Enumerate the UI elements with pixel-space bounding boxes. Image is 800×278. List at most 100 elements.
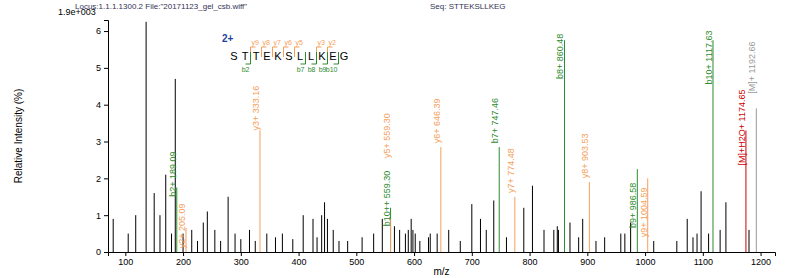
x-tick-label: 1000: [636, 257, 656, 267]
peak: [303, 215, 304, 252]
peak: [191, 230, 192, 252]
y-tick-label: 1: [96, 211, 101, 221]
peak: [499, 147, 500, 252]
y-ion-label: y7: [274, 39, 282, 47]
y-tick: 2: [96, 174, 108, 184]
y-ion-marker: [284, 47, 289, 57]
peak: [448, 230, 449, 252]
peak: [135, 215, 136, 252]
peak: [514, 197, 515, 252]
peak: [333, 230, 334, 252]
x-tick: 400: [292, 252, 307, 267]
peak: [578, 237, 579, 252]
peak: [720, 230, 721, 252]
peak-label: b9+ 986.58: [628, 183, 638, 228]
peak: [171, 234, 172, 252]
peak: [399, 230, 400, 252]
y-tick-label: 4: [96, 100, 101, 110]
peak: [220, 241, 221, 252]
y-ion-marker: [317, 47, 322, 57]
y-tick-mark: [104, 68, 108, 69]
peak: [394, 226, 395, 252]
y-axis-line: [104, 21, 109, 253]
peak: [249, 230, 250, 252]
y-tick-mark: [104, 142, 108, 143]
peak-label: [M]+ 1192.66: [747, 42, 757, 94]
peak: [440, 147, 441, 252]
peak-label: y3+ 333.16: [251, 86, 261, 131]
y-ion-marker: [273, 47, 278, 57]
b-ion-label: b10: [326, 66, 338, 73]
peak-label: y9+ 1004.59: [639, 187, 649, 237]
peak: [493, 200, 494, 252]
peak: [430, 234, 431, 252]
peak: [506, 237, 507, 252]
residue: G: [340, 50, 349, 62]
peak-label: y5+ 559.30: [382, 113, 392, 158]
y-tick-mark: [104, 252, 108, 253]
b-ion-marker: [334, 52, 339, 64]
peak: [128, 234, 129, 252]
y-tick: 1: [96, 211, 108, 221]
peak-label: b10++ 559.30: [382, 171, 392, 227]
peak: [697, 234, 698, 252]
peak: [701, 191, 702, 252]
peak-label: y8+ 903.53: [580, 134, 590, 179]
peak-annotations: b2+ 189.09y2+ 205.09y3+ 333.16b10++ 559.…: [168, 30, 758, 248]
peak-label: b10+ 1117.63: [704, 30, 714, 84]
peak: [480, 219, 481, 252]
y-tick: 5: [96, 63, 108, 73]
peak: [197, 241, 198, 252]
peak-label: y6+ 646.39: [432, 99, 442, 144]
chart-svg: 1002003004005006007008009001000110012000…: [0, 0, 800, 278]
peak: [437, 234, 438, 252]
y-tick-label: 6: [96, 26, 101, 36]
x-axis-title: m/z: [433, 266, 449, 277]
peak: [165, 175, 166, 252]
peak: [159, 215, 160, 252]
x-tick-label: 100: [118, 257, 133, 267]
x-tick-label: 900: [580, 257, 595, 267]
y-ion-label: y5: [296, 39, 304, 47]
x-tick-mark: [183, 252, 184, 256]
peak-label: b2+ 189.09: [168, 151, 178, 196]
y-ion-label: y2: [329, 39, 337, 47]
x-tick-label: 1200: [751, 257, 771, 267]
peak: [266, 234, 267, 252]
peak: [154, 193, 155, 252]
y-tick: 6: [96, 26, 108, 36]
peak: [228, 197, 229, 252]
peak: [207, 211, 208, 252]
y-tick-mark: [104, 178, 108, 179]
subtitle: Seq: STTEKSLLKEG: [430, 2, 506, 11]
peak: [624, 234, 625, 252]
b-ion-label: b7: [297, 66, 305, 73]
x-tick-mark: [125, 252, 126, 256]
x-tick: 200: [176, 252, 191, 267]
y-ion-label: y3: [318, 39, 326, 47]
peak: [558, 230, 559, 252]
peak: [259, 130, 260, 252]
peak: [676, 241, 677, 252]
x-tick: 600: [407, 252, 422, 267]
peak: [282, 234, 283, 252]
y-axis: 0123456: [96, 21, 109, 258]
x-tick-mark: [241, 252, 242, 256]
b-ion-label: b8: [308, 66, 316, 73]
peak: [544, 230, 545, 252]
peak: [708, 234, 709, 252]
x-tick-mark: [356, 252, 357, 256]
peak: [113, 219, 114, 252]
peak: [523, 208, 524, 252]
peak: [582, 219, 583, 252]
y-tick-label: 0: [96, 247, 101, 257]
peak: [620, 234, 621, 252]
x-tick: 1100: [694, 252, 713, 267]
y-ion-marker: [251, 47, 256, 57]
x-tick-label: 800: [523, 257, 538, 267]
x-tick-label: 500: [349, 257, 364, 267]
y-tick-mark: [104, 215, 108, 216]
peak: [240, 239, 241, 252]
residue: E: [329, 50, 336, 62]
y-tick-mark: [104, 31, 108, 32]
